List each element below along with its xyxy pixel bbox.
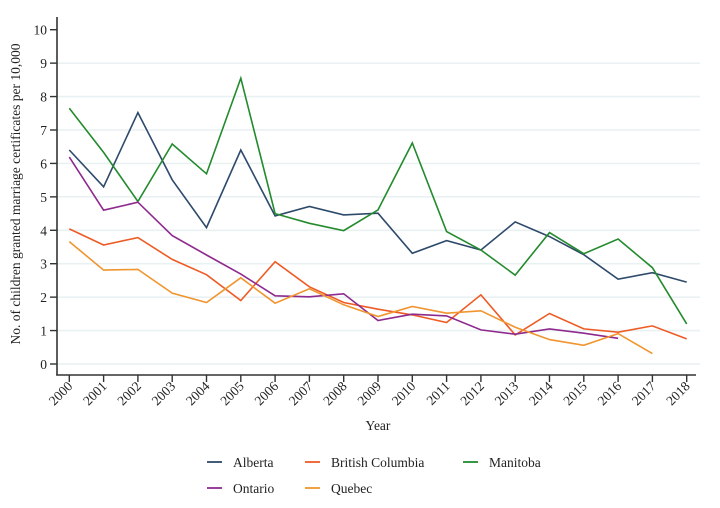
series-line-manitoba <box>68 75 688 325</box>
x-tick-label: 2001 <box>80 379 110 409</box>
legend-item-alberta: Alberta <box>207 455 273 470</box>
y-tick-label: 0 <box>40 357 47 372</box>
y-axis-ticks: 0 1 2 3 4 5 6 7 8 9 10 <box>34 23 57 372</box>
legend-item-manitoba: Manitoba <box>463 455 541 470</box>
y-tick-label: 7 <box>40 123 47 138</box>
y-tick-label: 9 <box>40 56 47 71</box>
y-tick-label: 3 <box>40 257 47 272</box>
x-axis-ticks: 2000 2001 2002 2003 2004 2005 2006 2007 2008 2009… <box>46 375 693 408</box>
y-tick-label: 5 <box>40 190 47 205</box>
legend-label: Manitoba <box>489 455 541 470</box>
x-tick-label: 2018 <box>663 378 693 408</box>
y-tick-label: 2 <box>40 290 47 305</box>
x-axis-title: Year <box>366 418 391 433</box>
series-line-british-columbia <box>68 228 687 340</box>
x-tick-label: 2015 <box>560 378 590 408</box>
x-tick-label: 2002 <box>114 379 144 409</box>
x-tick-label: 2005 <box>217 378 247 408</box>
x-tick-label: 2016 <box>595 378 625 408</box>
series-lines <box>68 75 688 355</box>
legend-item-british-columbia: British Columbia <box>305 455 424 470</box>
legend-label: Ontario <box>233 481 274 496</box>
x-tick-label: 2012 <box>457 379 487 409</box>
legend-label: Quebec <box>331 481 372 496</box>
y-tick-label: 10 <box>34 23 48 38</box>
x-tick-label: 2013 <box>492 378 522 408</box>
x-tick-label: 2000 <box>46 378 76 408</box>
x-tick-label: 2011 <box>423 379 452 408</box>
y-tick-label: 4 <box>40 223 47 238</box>
x-tick-label: 2006 <box>252 378 282 408</box>
legend-label: British Columbia <box>331 455 424 470</box>
y-axis-title: No. of children granted marriage certifi… <box>8 43 23 344</box>
series-line-quebec <box>68 240 653 355</box>
x-tick-label: 2017 <box>629 378 659 408</box>
y-tick-label: 6 <box>40 156 47 171</box>
x-tick-label: 2010 <box>389 378 419 408</box>
legend: Alberta British Columbia Manitoba Ontario Qu… <box>207 455 541 496</box>
x-tick-label: 2014 <box>526 378 556 408</box>
x-tick-label: 2003 <box>149 378 179 408</box>
legend-item-quebec: Quebec <box>305 481 372 496</box>
legend-label: Alberta <box>233 455 273 470</box>
x-tick-label: 2007 <box>286 378 316 408</box>
legend-item-ontario: Ontario <box>207 481 274 496</box>
x-tick-label: 2004 <box>183 378 213 408</box>
x-tick-label: 2009 <box>354 378 384 408</box>
x-tick-label: 2008 <box>320 378 350 408</box>
series-line-ontario <box>68 156 619 340</box>
series-line-alberta <box>68 110 687 283</box>
y-tick-label: 8 <box>40 90 47 105</box>
y-tick-label: 1 <box>40 324 47 339</box>
